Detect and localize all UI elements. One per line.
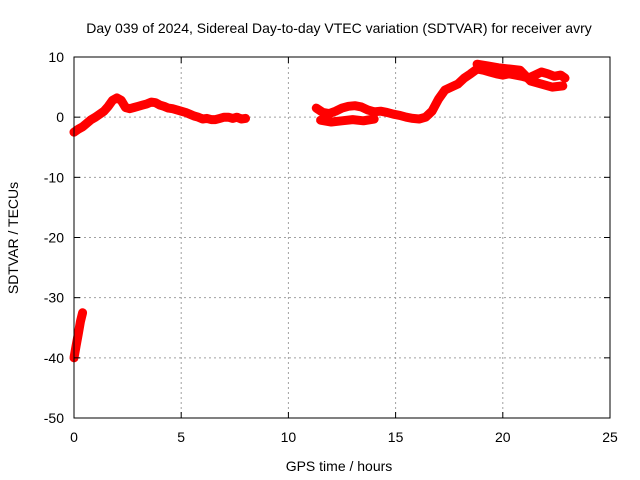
y-tick-label: -50 — [44, 410, 64, 426]
x-tick-label: 25 — [602, 429, 618, 445]
data-point — [364, 106, 372, 114]
data-point — [370, 115, 378, 123]
data-point — [467, 70, 475, 78]
x-axis-label: GPS time / hours — [286, 458, 393, 474]
data-point — [422, 113, 430, 121]
data-point — [359, 117, 367, 125]
data-point — [559, 82, 567, 90]
data-point — [317, 116, 325, 124]
data-point — [561, 74, 569, 82]
data-point — [76, 318, 84, 326]
data-point — [100, 107, 108, 115]
x-tick-label: 15 — [388, 429, 404, 445]
data-point — [79, 309, 87, 317]
data-point — [349, 116, 357, 124]
data-point — [327, 118, 335, 126]
data-point — [402, 113, 410, 121]
data-point — [441, 86, 449, 94]
data-point — [117, 96, 125, 104]
data-point — [447, 83, 455, 91]
axis-ticks: 0 5 10 15 20 25 10 0 -10 -20 -30 -40 -50 — [44, 49, 618, 445]
data-point — [370, 108, 378, 116]
y-tick-label: -20 — [44, 230, 64, 246]
data-point — [319, 108, 327, 116]
data-point — [383, 108, 391, 116]
data-point — [338, 104, 346, 112]
data-point — [312, 104, 320, 112]
x-tick-label: 10 — [281, 429, 297, 445]
data-point — [495, 64, 502, 72]
x-tick-label: 20 — [495, 429, 511, 445]
data-point — [531, 71, 539, 79]
data-point — [396, 111, 404, 119]
data-point — [338, 117, 346, 125]
y-axis-label: SDTVAR / TECUs — [5, 182, 21, 294]
data-series — [69, 59, 570, 363]
data-point — [505, 65, 513, 73]
data-point — [428, 107, 436, 115]
data-point — [516, 66, 524, 74]
data-point — [550, 72, 558, 80]
data-point — [548, 83, 556, 91]
x-tick-label: 5 — [177, 429, 185, 445]
data-point — [499, 71, 507, 79]
chart-title: Day 039 of 2024, Sidereal Day-to-day VTE… — [86, 20, 592, 36]
data-point — [390, 110, 397, 118]
data-point — [473, 60, 481, 68]
data-point — [544, 70, 552, 78]
y-tick-label: 10 — [48, 49, 64, 65]
data-point — [537, 68, 545, 76]
y-tick-label: -40 — [44, 350, 64, 366]
data-point — [332, 107, 340, 115]
data-point — [454, 80, 462, 88]
data-point — [409, 114, 417, 122]
data-point — [242, 114, 249, 122]
data-point — [460, 74, 468, 82]
data-point — [484, 62, 492, 70]
data-point — [415, 115, 423, 123]
data-point — [325, 110, 333, 118]
data-point — [344, 102, 352, 110]
y-tick-label: 0 — [56, 109, 64, 125]
y-tick-label: -10 — [44, 169, 64, 185]
y-tick-label: -30 — [44, 290, 64, 306]
data-point — [377, 107, 385, 115]
data-point — [435, 95, 442, 103]
data-point — [104, 102, 112, 110]
data-point — [527, 77, 535, 85]
data-point — [74, 330, 82, 338]
x-tick-label: 0 — [70, 429, 78, 445]
data-point — [357, 103, 365, 111]
data-point — [351, 102, 359, 110]
data-point — [537, 80, 545, 88]
